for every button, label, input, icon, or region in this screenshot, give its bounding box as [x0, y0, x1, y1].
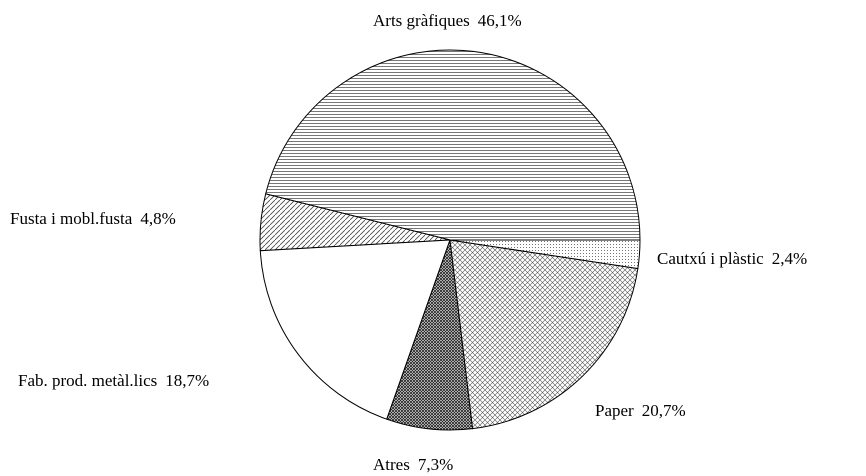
slice-label: Arts gràfiques 46,1%: [373, 11, 522, 30]
pie-slice: [259, 239, 451, 420]
value-label: 4,8%: [140, 209, 175, 228]
category-name: Arts gràfiques: [373, 11, 470, 30]
slice-label: Paper 20,7%: [595, 401, 686, 420]
slice-label: Cautxú i plàstic 2,4%: [657, 249, 807, 268]
category-name: Atres: [373, 455, 410, 474]
slice-label: Atres 7,3%: [373, 455, 453, 474]
slice-label: Fusta i mobl.fusta 4,8%: [10, 209, 176, 228]
value-label: 7,3%: [418, 455, 453, 474]
category-name: Fusta i mobl.fusta: [10, 209, 133, 228]
pie-slice: [449, 239, 639, 430]
category-name: Paper: [595, 401, 634, 420]
value-label: 18,7%: [165, 371, 209, 390]
slice-label: Fab. prod. metàl.lics 18,7%: [18, 371, 209, 390]
value-label: 20,7%: [642, 401, 686, 420]
pie-slice: [449, 239, 641, 270]
pie-slice: [265, 49, 641, 241]
category-name: Fab. prod. metàl.lics: [18, 371, 157, 390]
value-label: 46,1%: [478, 11, 522, 30]
category-name: Cautxú i plàstic: [657, 249, 764, 268]
value-label: 2,4%: [772, 249, 807, 268]
